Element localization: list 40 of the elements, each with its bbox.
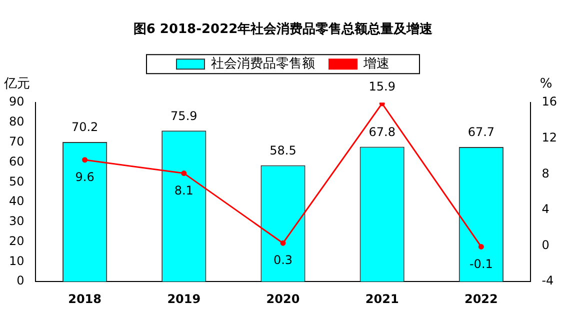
data-label: 67.7 [468, 125, 495, 140]
data-label: 8.1 [174, 183, 194, 198]
y2-tick-label: 16 [542, 94, 558, 109]
x-tick-label: 2019 [167, 292, 201, 306]
y-tick-label: 60 [8, 154, 24, 168]
data-label: 15.9 [368, 80, 396, 94]
y-tick-label: 40 [8, 194, 24, 208]
y2-axis-title: % [540, 76, 552, 92]
point [181, 170, 187, 176]
y-tick-label: 70 [8, 134, 24, 149]
data-label: 58.5 [270, 143, 296, 158]
y-tick-label: 30 [8, 214, 24, 228]
data-label: 70.2 [71, 120, 98, 134]
y2-tick-label: 4 [542, 202, 550, 216]
y-tick-label: 80 [8, 114, 24, 129]
data-label: 0.3 [273, 253, 293, 268]
y2-tick-label: 0 [542, 238, 550, 252]
y2-tick-label: 8 [542, 166, 550, 180]
point [82, 157, 88, 163]
legend-label: 增速 [362, 56, 390, 72]
data-label: -0.1 [469, 256, 493, 271]
legend-label: 社会消费品零售额 [211, 56, 315, 72]
x-tick-label: 2021 [365, 292, 399, 306]
y2-tick-label: -4 [542, 274, 554, 288]
point [280, 240, 286, 246]
y-axis-title: 亿元 [3, 76, 30, 92]
x-tick-label: 2020 [266, 292, 300, 306]
y-tick-label: 10 [8, 254, 24, 268]
data-label: 9.6 [75, 170, 94, 184]
data-label: 67.8 [368, 124, 396, 139]
x-tick-label: 2022 [464, 292, 498, 306]
chart-title: 图6 2018-2022年社会消费品零售总额总量及增速 [133, 21, 434, 38]
y-tick-label: 50 [8, 174, 24, 188]
y-tick-label: 0 [16, 274, 24, 288]
point [478, 244, 484, 250]
data-label: 75.9 [170, 108, 198, 123]
x-tick-label: 2018 [68, 292, 102, 306]
y-tick-label: 90 [8, 94, 24, 109]
y2-tick-label: 12 [542, 130, 558, 145]
y-tick-label: 20 [8, 234, 24, 248]
